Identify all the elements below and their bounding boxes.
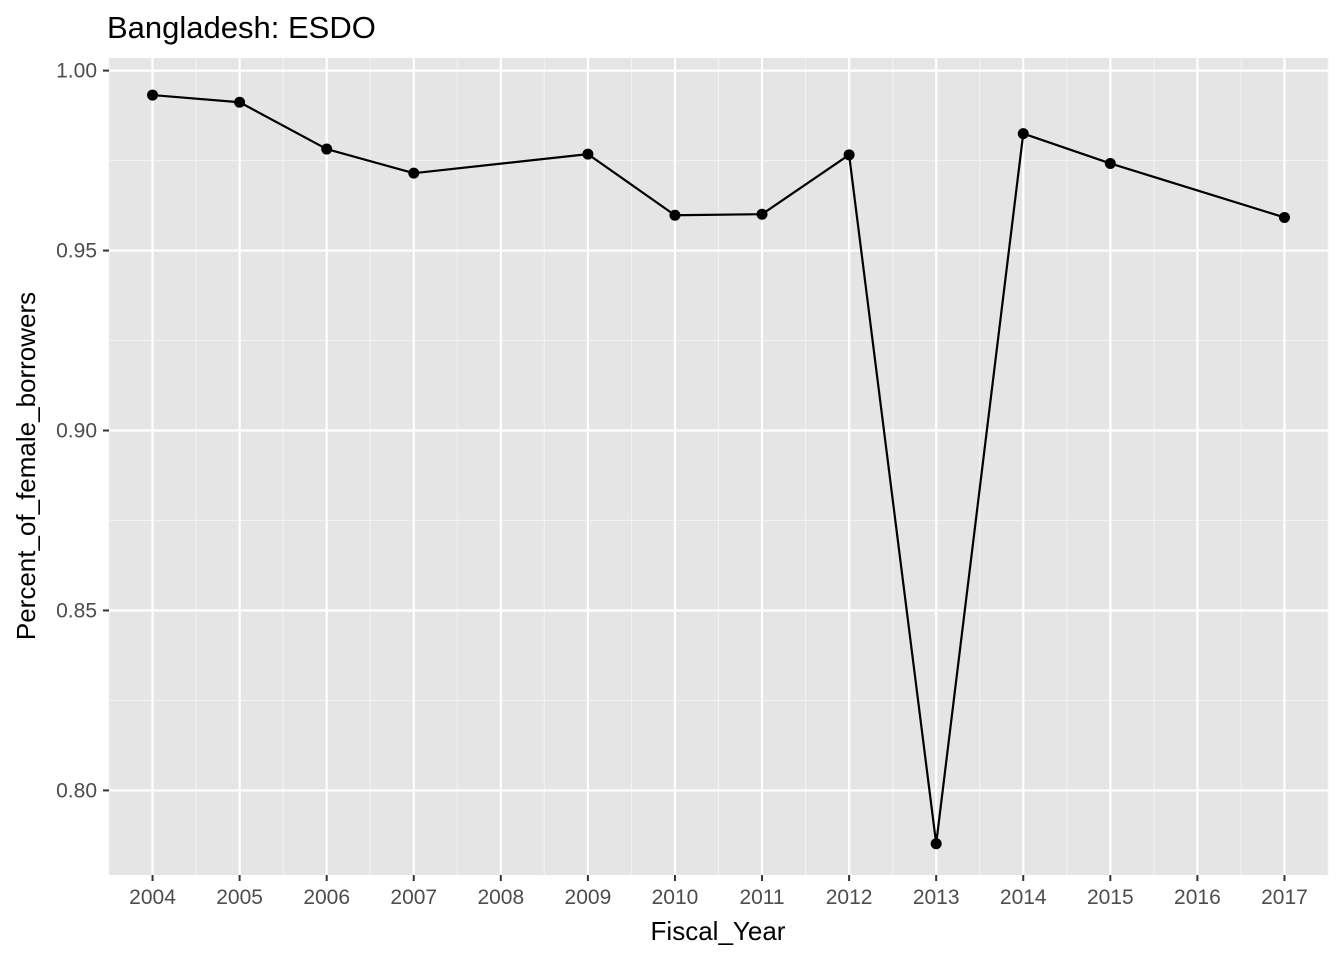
y-tick-label: 0.90	[56, 420, 97, 443]
y-tick-label: 0.95	[56, 240, 97, 263]
data-point	[147, 89, 159, 101]
x-tick-label: 2017	[1261, 886, 1308, 909]
x-tick-label: 2013	[913, 886, 960, 909]
x-tick-label: 2005	[216, 886, 263, 909]
data-point	[582, 148, 594, 160]
series-layer	[147, 89, 1290, 850]
x-tick-label: 2004	[129, 886, 176, 909]
y-tick-label: 0.80	[56, 779, 97, 802]
data-point	[321, 143, 333, 155]
y-axis: 0.80 0.85 0.90 0.95 1.00	[56, 60, 109, 802]
series-line	[152, 93, 1285, 845]
data-point	[234, 96, 246, 108]
y-axis-title: Percent_of_female_borrowers	[11, 292, 41, 640]
x-tick-label: 2015	[1087, 886, 1134, 909]
x-tick-label: 2009	[565, 886, 612, 909]
data-point	[669, 209, 681, 221]
y-tick-label: 0.85	[56, 599, 97, 622]
data-point	[1278, 211, 1290, 223]
data-point	[1104, 157, 1116, 169]
data-point	[756, 208, 768, 220]
x-tick-label: 2010	[652, 886, 699, 909]
data-point	[408, 167, 420, 179]
x-tick-label: 2014	[1000, 886, 1047, 909]
x-tick-label: 2006	[303, 886, 350, 909]
chart-title: Bangladesh: ESDO	[107, 10, 376, 45]
major-gridlines	[109, 58, 1328, 875]
data-point	[930, 838, 942, 850]
x-tick-label: 2007	[390, 886, 437, 909]
x-tick-label: 2016	[1174, 886, 1221, 909]
data-point	[843, 149, 855, 161]
data-point	[1017, 128, 1029, 140]
x-axis-title: Fiscal_Year	[651, 916, 786, 946]
x-tick-label: 2011	[739, 886, 784, 909]
x-tick-label: 2012	[826, 886, 873, 909]
y-tick-label: 1.00	[56, 60, 97, 83]
minor-gridlines	[108, 58, 1329, 875]
x-axis: 2004 2005 2006 2007 2008 2009 2010 2011 2012 2013…	[129, 875, 1308, 909]
x-tick-label: 2008	[477, 886, 524, 909]
